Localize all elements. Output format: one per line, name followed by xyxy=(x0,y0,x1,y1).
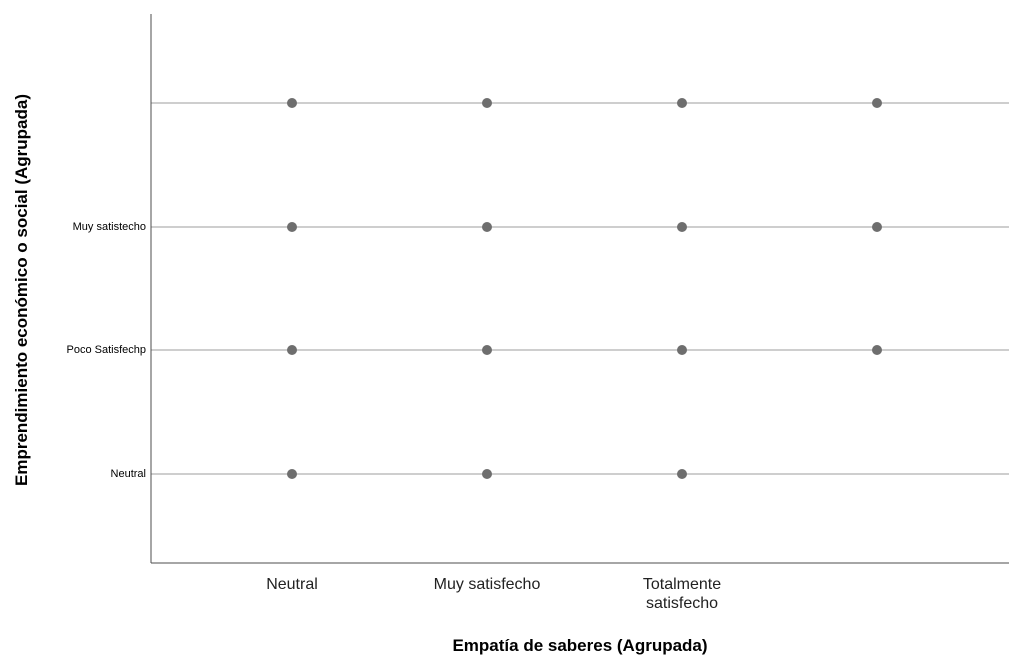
data-point xyxy=(872,222,882,232)
axes xyxy=(150,14,1009,564)
x-tick-label: Muy satisfecho xyxy=(433,576,541,593)
x-tick-label: Totalmente satisfecho xyxy=(642,576,722,612)
data-point xyxy=(677,98,687,108)
data-point xyxy=(482,222,492,232)
data-point xyxy=(287,469,297,479)
data-point xyxy=(677,222,687,232)
x-tick-label: Neutral xyxy=(266,576,318,593)
data-point xyxy=(287,345,297,355)
data-point xyxy=(677,345,687,355)
gridlines xyxy=(151,102,1009,475)
data-point xyxy=(287,222,297,232)
data-point xyxy=(482,345,492,355)
data-point xyxy=(677,469,687,479)
y-tick-label: Muy satistecho xyxy=(72,221,146,233)
data-point xyxy=(872,345,882,355)
y-tick-label: Poco Satisfechp xyxy=(66,344,147,356)
data-point xyxy=(872,98,882,108)
data-points xyxy=(287,98,882,479)
data-point xyxy=(482,98,492,108)
data-point xyxy=(482,469,492,479)
data-point xyxy=(287,98,297,108)
x-axis-title: Empatía de saberes (Agrupada) xyxy=(452,636,708,655)
y-axis-title: Emprendimiento económico o social (Agrup… xyxy=(12,94,31,486)
y-tick-label: Neutral xyxy=(110,468,146,480)
